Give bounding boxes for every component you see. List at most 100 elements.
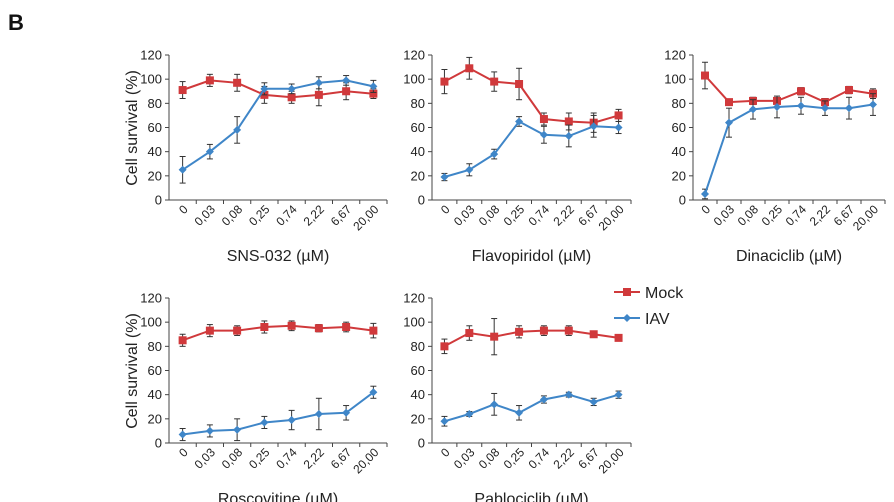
data-point-iav bbox=[178, 430, 187, 439]
y-tick-label: 120 bbox=[403, 291, 425, 306]
data-point-iav bbox=[233, 125, 242, 134]
data-point-iav bbox=[490, 150, 499, 159]
data-point-mock bbox=[614, 333, 623, 342]
data-point-iav bbox=[205, 147, 214, 156]
data-point-mock bbox=[178, 86, 187, 95]
x-tick-label: 0 bbox=[698, 202, 713, 217]
series-mock bbox=[178, 320, 378, 347]
x-tick-label: 0,03 bbox=[192, 202, 219, 229]
y-axis-label: Cell survival (%) bbox=[124, 313, 141, 429]
y-tick-label: 60 bbox=[411, 363, 425, 378]
legend-mock-marker bbox=[623, 288, 631, 296]
series-iav bbox=[701, 93, 877, 200]
series-line-iav bbox=[444, 393, 619, 423]
series-line-mock bbox=[443, 67, 619, 124]
chart-panel-2: 02040608010012000,030,080,250,742,226,67… bbox=[403, 48, 632, 265]
data-point-iav bbox=[845, 104, 853, 113]
data-point-mock bbox=[701, 71, 709, 80]
x-tick-label: 0,74 bbox=[783, 202, 810, 229]
data-point-mock bbox=[797, 87, 805, 96]
x-tick-label: 0 bbox=[176, 202, 191, 217]
series-line-mock bbox=[182, 79, 374, 99]
y-tick-label: 0 bbox=[155, 193, 162, 208]
data-point-iav bbox=[564, 131, 573, 140]
y-tick-label: 40 bbox=[411, 387, 425, 402]
series-mock bbox=[440, 318, 623, 356]
data-point-mock bbox=[369, 89, 378, 98]
data-point-iav bbox=[440, 173, 449, 182]
y-tick-label: 60 bbox=[672, 120, 686, 135]
x-tick-label: 20,00 bbox=[850, 202, 881, 233]
x-tick-label: 0,74 bbox=[273, 445, 300, 472]
legend-iav-marker bbox=[623, 314, 631, 322]
data-point-iav bbox=[797, 101, 805, 110]
series-line-iav bbox=[444, 120, 619, 178]
series-line-iav bbox=[704, 103, 874, 195]
data-point-mock bbox=[564, 117, 573, 126]
legend-mock-label: Mock bbox=[645, 285, 684, 302]
y-tick-label: 20 bbox=[672, 168, 686, 183]
y-tick-label: 20 bbox=[148, 168, 162, 183]
data-point-mock bbox=[205, 76, 214, 85]
data-point-mock bbox=[233, 78, 242, 87]
data-point-mock bbox=[369, 326, 378, 335]
y-tick-label: 120 bbox=[403, 48, 425, 63]
x-tick-label: 2,22 bbox=[551, 445, 578, 472]
y-tick-label: 120 bbox=[140, 48, 162, 63]
data-point-iav bbox=[749, 105, 757, 114]
data-point-iav bbox=[260, 84, 269, 93]
data-point-iav bbox=[178, 165, 187, 174]
x-tick-label: 0,25 bbox=[246, 202, 273, 229]
data-point-iav bbox=[233, 425, 242, 434]
y-tick-label: 100 bbox=[664, 72, 686, 87]
y-tick-label: 20 bbox=[411, 168, 425, 183]
series-mock bbox=[440, 56, 623, 133]
data-point-mock bbox=[589, 330, 598, 339]
x-tick-label: 0,25 bbox=[501, 202, 528, 229]
y-tick-label: 0 bbox=[679, 193, 686, 208]
y-tick-label: 0 bbox=[155, 436, 162, 451]
data-point-mock bbox=[465, 329, 474, 338]
data-point-iav bbox=[465, 410, 474, 418]
x-tick-label: 0,03 bbox=[192, 445, 219, 472]
x-tick-label: 20,00 bbox=[350, 445, 381, 476]
data-point-mock bbox=[725, 98, 733, 107]
data-point-mock bbox=[342, 323, 351, 331]
x-tick-label: 0,08 bbox=[219, 445, 246, 472]
y-tick-label: 0 bbox=[418, 436, 425, 451]
data-point-mock bbox=[515, 80, 524, 88]
data-point-iav bbox=[369, 82, 378, 91]
data-point-iav bbox=[515, 408, 524, 417]
data-point-mock bbox=[287, 321, 296, 330]
y-tick-label: 80 bbox=[672, 96, 686, 111]
data-point-iav bbox=[205, 426, 214, 435]
y-axis-label: Cell survival (%) bbox=[124, 70, 141, 186]
data-point-iav bbox=[773, 102, 781, 111]
data-point-mock bbox=[845, 86, 853, 95]
y-tick-label: 60 bbox=[148, 363, 162, 378]
data-point-iav bbox=[725, 118, 733, 127]
x-tick-label: 0 bbox=[176, 445, 191, 460]
x-tick-label: 2,22 bbox=[301, 445, 328, 472]
data-point-iav bbox=[821, 104, 829, 113]
y-tick-label: 60 bbox=[148, 120, 162, 135]
y-tick-label: 60 bbox=[411, 120, 425, 135]
series-iav bbox=[440, 114, 623, 182]
data-point-mock bbox=[287, 93, 296, 102]
data-point-mock bbox=[490, 332, 499, 341]
data-point-iav bbox=[342, 408, 351, 417]
data-point-iav bbox=[869, 100, 877, 109]
data-point-mock bbox=[539, 115, 548, 124]
y-tick-label: 100 bbox=[140, 72, 162, 87]
y-tick-label: 0 bbox=[418, 193, 425, 208]
data-point-iav bbox=[589, 397, 598, 406]
y-tick-label: 100 bbox=[140, 315, 162, 330]
y-tick-label: 100 bbox=[403, 315, 425, 330]
data-point-mock bbox=[205, 326, 214, 335]
y-tick-label: 80 bbox=[148, 339, 162, 354]
x-tick-label: 0,08 bbox=[219, 202, 246, 229]
